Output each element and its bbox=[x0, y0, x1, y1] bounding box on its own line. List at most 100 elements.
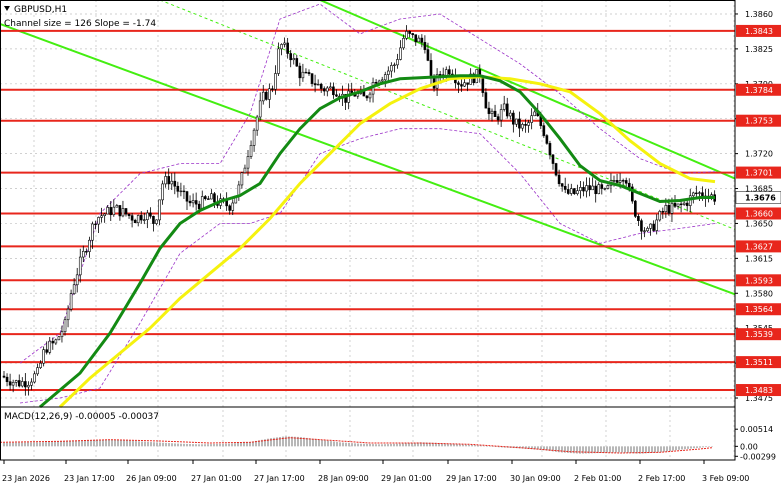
price-tick-label: 1.3720 bbox=[745, 150, 773, 159]
macd-histogram-bar bbox=[282, 436, 284, 447]
macd-histogram-bar bbox=[84, 440, 86, 447]
macd-histogram-bar bbox=[672, 446, 674, 451]
macd-histogram-bar bbox=[441, 443, 443, 447]
macd-histogram-bar bbox=[609, 446, 611, 453]
macd-histogram-bar bbox=[642, 446, 644, 454]
candle-bear bbox=[139, 215, 143, 221]
macd-histogram-bar bbox=[162, 442, 164, 447]
macd-histogram-bar bbox=[39, 442, 41, 447]
macd-histogram-bar bbox=[219, 443, 221, 447]
candle-bear bbox=[319, 83, 323, 89]
bollinger-lower-line bbox=[19, 128, 716, 404]
macd-histogram-bar bbox=[54, 441, 56, 447]
macd-signal-line bbox=[0, 437, 713, 454]
candle-bull bbox=[20, 381, 24, 387]
candle-bear bbox=[493, 110, 497, 117]
macd-histogram-bar bbox=[612, 446, 614, 453]
candle-bull bbox=[502, 103, 506, 110]
candle-bear bbox=[264, 91, 268, 100]
price-tick-label: 1.3685 bbox=[745, 185, 773, 194]
candle-bear bbox=[304, 71, 308, 74]
macd-histogram-bar bbox=[477, 445, 479, 447]
candle-bear bbox=[679, 203, 683, 206]
macd-histogram-bar bbox=[309, 438, 311, 447]
macd-histogram-bar bbox=[6, 442, 8, 447]
collapse-triangle-icon[interactable] bbox=[4, 6, 10, 11]
candle-bear bbox=[45, 349, 49, 353]
macd-histogram-bar bbox=[561, 446, 563, 453]
candle-bull bbox=[579, 187, 582, 191]
time-tick-label: 23 Jan 2026 bbox=[2, 474, 50, 483]
candle-bear bbox=[548, 143, 552, 156]
macd-histogram-bar bbox=[240, 442, 242, 447]
macd-histogram-bar bbox=[543, 446, 545, 451]
macd-histogram-bar bbox=[525, 446, 527, 449]
candle-bear bbox=[438, 74, 442, 76]
candle-bear bbox=[109, 207, 113, 216]
candle-bull bbox=[30, 381, 33, 386]
macd-histogram-bar bbox=[618, 446, 620, 453]
candle-bull bbox=[646, 228, 649, 232]
macd-histogram-bar bbox=[498, 446, 500, 448]
macd-histogram-bar bbox=[633, 446, 635, 454]
price-tick-label: 1.3475 bbox=[745, 394, 773, 403]
macd-histogram-bar bbox=[696, 446, 698, 448]
level-label-bg bbox=[736, 240, 781, 253]
macd-histogram-bar bbox=[264, 439, 266, 447]
candle-bear bbox=[557, 174, 561, 184]
macd-histogram-bar bbox=[69, 441, 71, 447]
candle-bull bbox=[252, 129, 256, 146]
candle-bull bbox=[11, 382, 15, 386]
level-labels: 1.3843 1.3784 1.3753 1.3701 1.3660 1.3627 1.35… bbox=[735, 24, 781, 397]
candle-bull bbox=[386, 70, 390, 75]
macd-histogram-bar bbox=[195, 444, 197, 447]
candle-bear bbox=[588, 185, 591, 191]
candle-bear bbox=[185, 191, 189, 202]
candle-bull bbox=[75, 274, 79, 286]
candle-bear bbox=[457, 82, 460, 85]
macd-tick-label: -0.00299 bbox=[740, 452, 776, 461]
candle-bull bbox=[591, 185, 594, 191]
candle-bull bbox=[499, 109, 503, 121]
candle-bear bbox=[685, 202, 689, 206]
macd-histogram-bar bbox=[57, 441, 59, 447]
candle-bear bbox=[429, 60, 433, 78]
macd-histogram-bar bbox=[669, 446, 671, 451]
candle-bear bbox=[487, 107, 491, 114]
candle-bull bbox=[36, 367, 39, 375]
candle-bull bbox=[112, 206, 116, 216]
macd-histogram-bar bbox=[231, 443, 233, 447]
macd-histogram-bar bbox=[294, 436, 296, 447]
macd-histogram-bar bbox=[615, 446, 617, 453]
candle-bull bbox=[676, 203, 680, 207]
candle-bear bbox=[2, 375, 6, 378]
macd-tick-label: 0.00 bbox=[740, 442, 758, 451]
candle-bull bbox=[490, 110, 494, 114]
candle-bear bbox=[344, 93, 347, 103]
macd-histogram-bar bbox=[99, 439, 101, 447]
macd-histogram-bar bbox=[321, 439, 323, 447]
candle-bull bbox=[402, 37, 405, 49]
level-label-bg bbox=[736, 166, 781, 179]
macd-histogram-bar bbox=[681, 446, 683, 450]
macd-histogram-bar bbox=[300, 437, 302, 447]
candle-bear bbox=[286, 42, 289, 54]
candle-bull bbox=[658, 211, 662, 221]
macd-histogram-bar bbox=[564, 446, 566, 453]
macd-histogram-bar bbox=[114, 439, 116, 447]
candle-bear bbox=[695, 192, 698, 195]
bollinger-upper-line bbox=[19, 3, 716, 364]
macd-histogram-bar bbox=[216, 443, 218, 447]
macd-histogram-bar bbox=[555, 446, 557, 452]
level-label: 1.3843 bbox=[745, 27, 773, 36]
macd-histogram-bar bbox=[105, 439, 107, 447]
macd-histogram-bar bbox=[630, 446, 632, 454]
candle-bull bbox=[643, 230, 646, 232]
macd-histogram-bar bbox=[582, 446, 584, 454]
macd-histogram-bar bbox=[408, 443, 410, 447]
time-tick-label: 3 Feb 09:00 bbox=[702, 474, 749, 483]
macd-histogram-bar bbox=[375, 444, 377, 447]
candle-bull bbox=[597, 184, 601, 195]
level-label-bg bbox=[736, 24, 781, 37]
macd-histogram-bar bbox=[606, 446, 608, 453]
